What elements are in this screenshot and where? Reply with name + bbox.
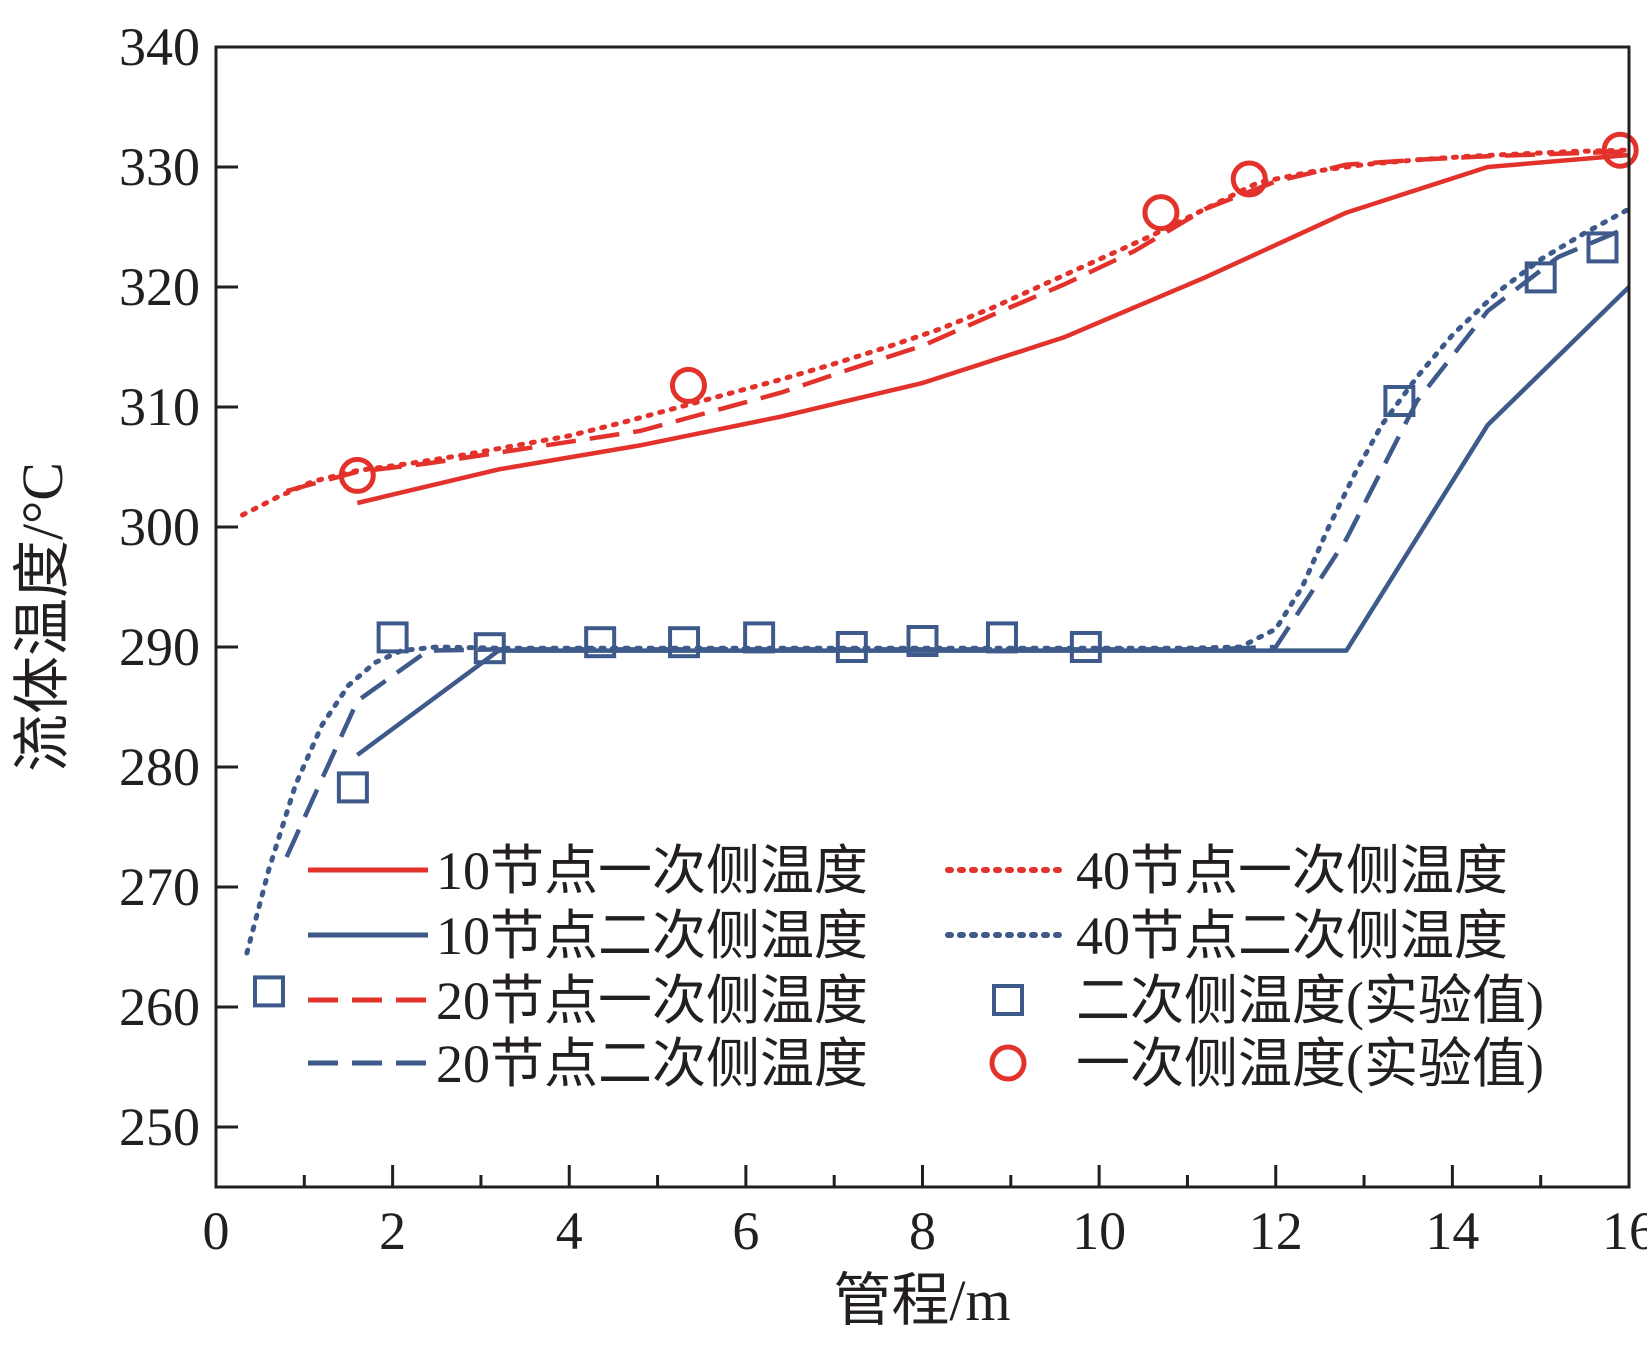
legend-item: 10节点二次侧温度: [308, 906, 868, 966]
legend-label: 20节点一次侧温度: [436, 971, 868, 1031]
series-line-5: [240, 147, 1632, 518]
y-axis-title: 流体温度/°C: [10, 462, 75, 772]
y-tick-label: 250: [119, 1097, 200, 1157]
primary-experimental-point: [1601, 131, 1639, 169]
legend-item: 40节点一次侧温度: [945, 841, 1508, 901]
legend-label: 40节点二次侧温度: [1076, 906, 1508, 966]
x-tick-label: 4: [556, 1201, 583, 1261]
secondary-experimental-point: [985, 621, 1018, 654]
x-axis-title: 管程/m: [833, 1268, 1010, 1333]
legend-label: 40节点一次侧温度: [1076, 841, 1508, 901]
legend-label: 10节点一次侧温度: [436, 841, 868, 901]
secondary-experimental-point: [743, 621, 776, 654]
x-tick-label: 12: [1249, 1201, 1303, 1261]
legend-item: 二次侧温度(实验值): [992, 971, 1544, 1031]
legend-label: 20节点二次侧温度: [436, 1034, 868, 1094]
legend-label: 一次侧温度(实验值): [1076, 1034, 1544, 1094]
legend-swatch-circle: [989, 1044, 1027, 1082]
y-tick-label: 340: [119, 17, 200, 77]
series-line-6: [244, 206, 1632, 956]
y-tick-label: 330: [119, 137, 200, 197]
legend-swatch-square: [992, 984, 1024, 1016]
x-tick-label: 14: [1425, 1201, 1479, 1261]
secondary-experimental-point: [376, 621, 409, 654]
legend-item: 10节点一次侧温度: [308, 841, 868, 901]
x-tick-label: 16: [1602, 1201, 1647, 1261]
primary-experimental-point: [338, 456, 376, 494]
series-line-3: [286, 149, 1630, 494]
tick-layer: 0 2 4 6 8 10 12 14 16 250 260 270 280 290 300 310 320 330…: [119, 17, 1647, 1261]
secondary-experimental-point: [1586, 231, 1619, 264]
legend-item: 20节点二次侧温度: [308, 1034, 868, 1094]
secondary-experimental-point: [835, 631, 868, 663]
legend-label: 二次侧温度(实验值): [1076, 971, 1544, 1031]
x-tick-label: 6: [732, 1201, 759, 1261]
y-tick-label: 260: [119, 977, 200, 1037]
x-tick-label: 0: [203, 1201, 230, 1261]
x-tick-label: 2: [379, 1201, 406, 1261]
series-line-4: [284, 224, 1630, 858]
secondary-experimental-point: [1069, 631, 1102, 663]
secondary-experimental-point: [1524, 261, 1557, 294]
series-line-2: [355, 285, 1631, 757]
y-tick-label: 310: [119, 377, 200, 437]
primary-experimental-point: [1142, 194, 1180, 232]
secondary-experimental-point: [668, 626, 701, 659]
legend-label: 10节点二次侧温度: [436, 906, 868, 966]
primary-experimental-point: [669, 366, 707, 404]
secondary-experimental-point: [336, 771, 369, 804]
series-layer: [240, 147, 1632, 956]
y-tick-label: 290: [119, 617, 200, 677]
series-line-1: [356, 152, 1630, 506]
legend-item: 20节点一次侧温度: [308, 971, 868, 1031]
legend-item: 一次侧温度(实验值): [989, 1034, 1544, 1094]
x-tick-label: 8: [909, 1201, 936, 1261]
legend-item: 40节点二次侧温度: [945, 906, 1508, 966]
y-tick-label: 300: [119, 497, 200, 557]
secondary-experimental-point: [252, 975, 285, 1008]
y-tick-label: 320: [119, 257, 200, 317]
marker-layer: [252, 131, 1639, 1008]
secondary-experimental-point: [1383, 385, 1416, 417]
secondary-experimental-point: [584, 626, 617, 659]
secondary-experimental-point: [906, 625, 939, 657]
y-tick-label: 280: [119, 737, 200, 797]
y-tick-label: 270: [119, 857, 200, 917]
secondary-experimental-point: [473, 632, 506, 665]
x-tick-label: 10: [1072, 1201, 1126, 1261]
primary-experimental-point: [1230, 160, 1268, 198]
